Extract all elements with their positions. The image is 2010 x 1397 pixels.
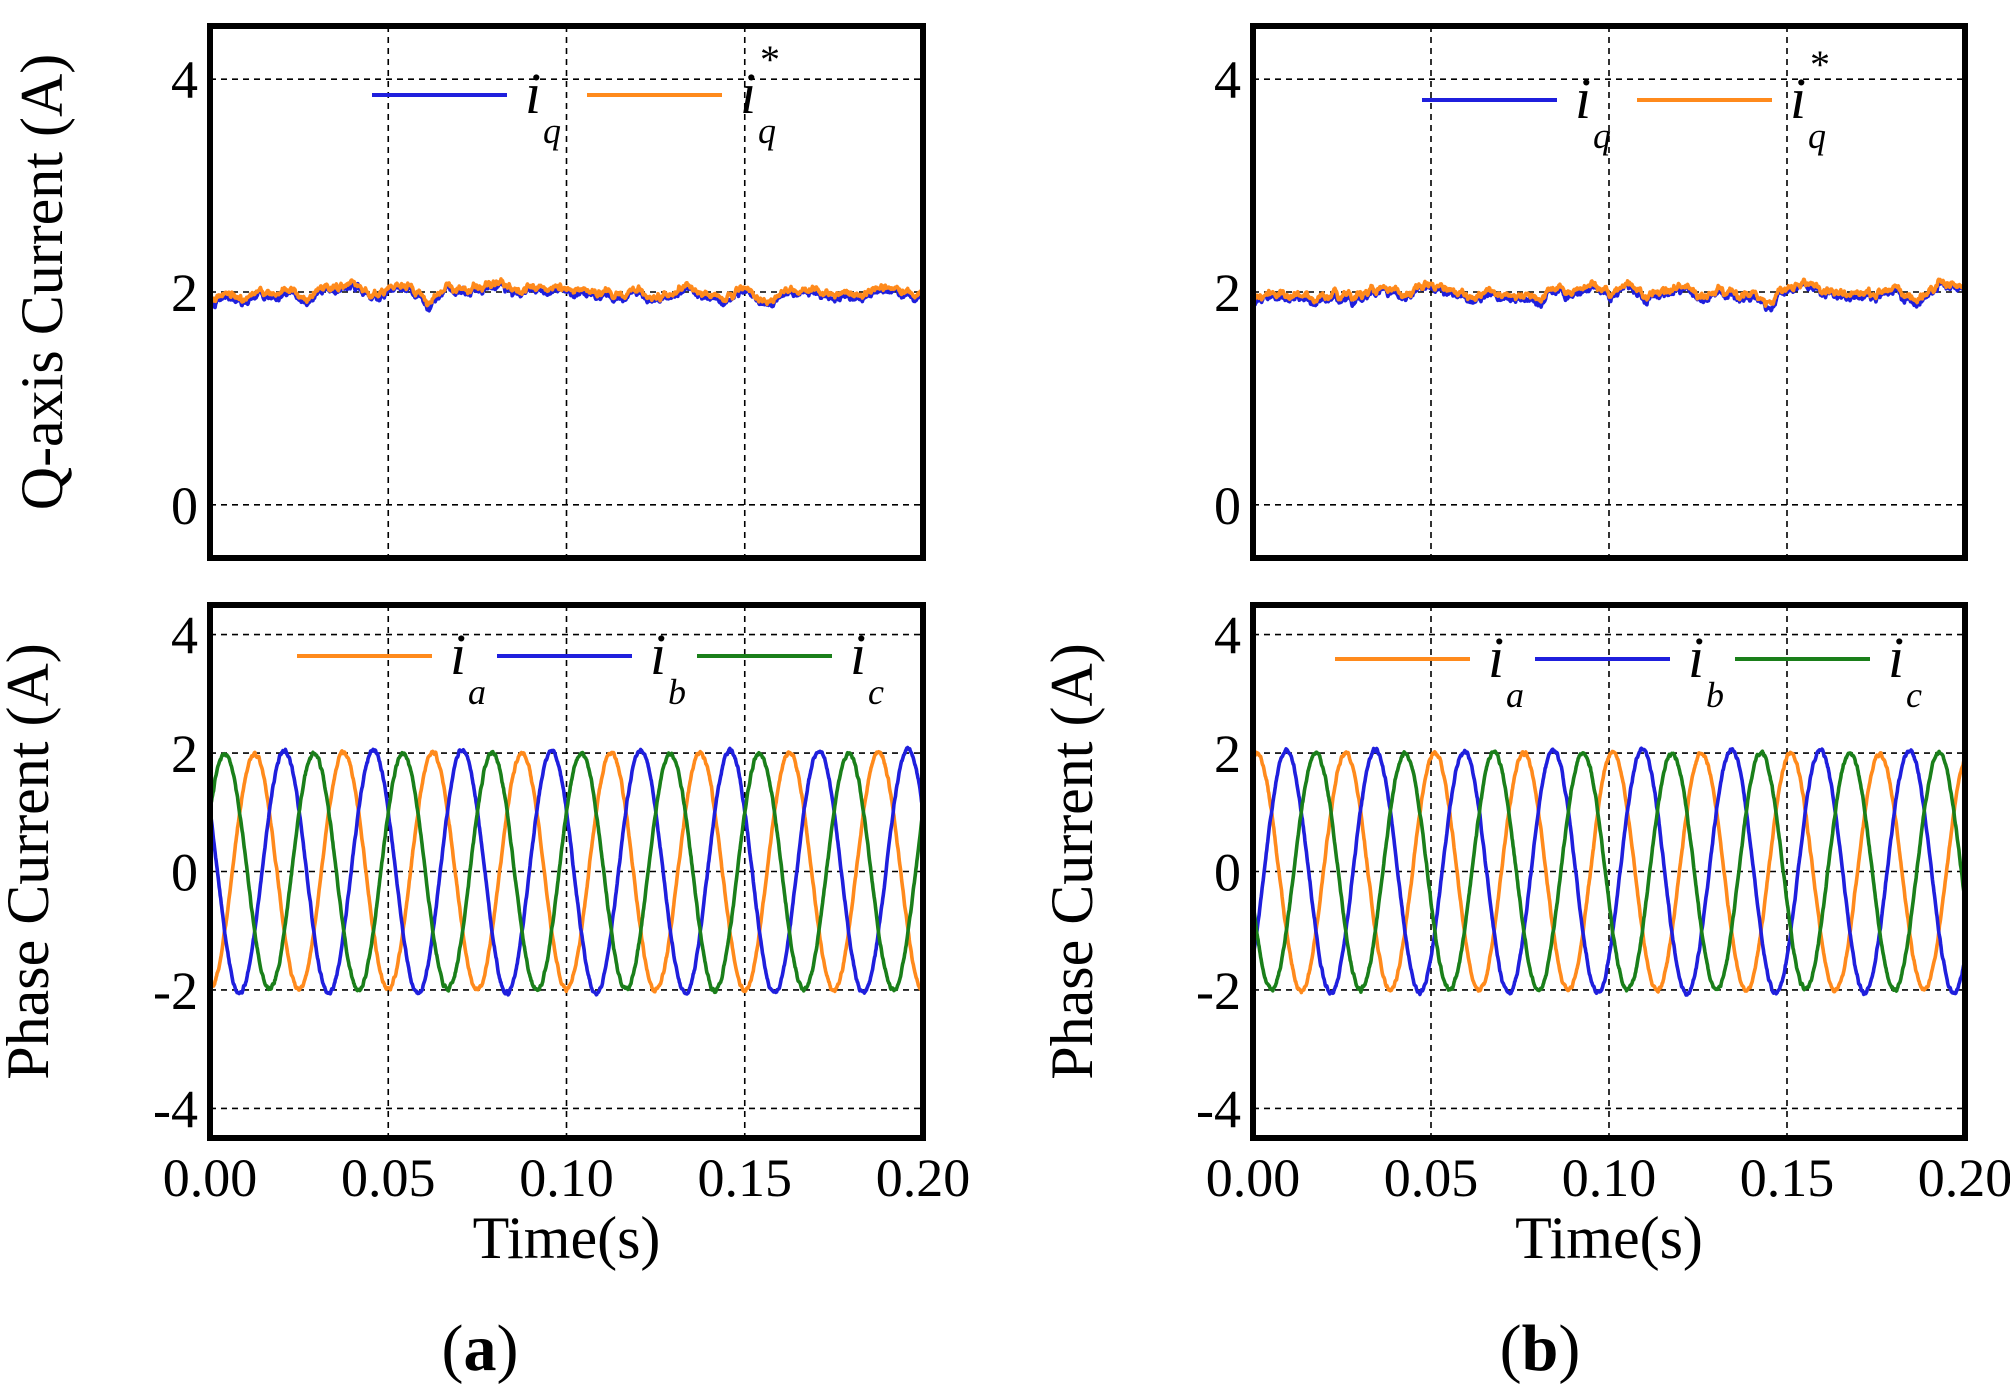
x-tick-label: 0.05 (341, 1148, 436, 1208)
legend-subscript: q (1593, 116, 1611, 156)
y-axis-label: Q-axis Current (A) (9, 54, 75, 511)
series-line-iq-ref (1253, 277, 1965, 308)
legend-symbol: i (650, 622, 666, 687)
legend-subscript: a (468, 672, 486, 712)
legend-symbol: i (1888, 625, 1904, 690)
x-tick-label: 0.20 (1918, 1148, 2010, 1208)
legend-symbol: i (1790, 66, 1806, 131)
x-tick-label: 0.05 (1384, 1148, 1479, 1208)
chart-a-bottom: -4 -2 0 2 4 0.00 0.05 0.10 0.15 0.20 Time(s) Phase … (0, 602, 971, 1271)
x-tick-label: 0.10 (1562, 1148, 1657, 1208)
legend-subscript: q (1808, 116, 1826, 156)
x-tick-label: 0.10 (519, 1148, 614, 1208)
series-line-ia (1253, 749, 1965, 995)
x-axis-label: Time(s) (473, 1205, 661, 1271)
y-tick-label: 4 (1214, 606, 1241, 666)
y-tick-label: -2 (1196, 961, 1241, 1021)
plot-frame (207, 23, 926, 561)
series-line-ib (1253, 746, 1965, 997)
panel-label-b: (b) (1500, 1312, 1581, 1385)
y-tick-label: 0 (1214, 476, 1241, 536)
plot-frame (207, 602, 926, 1141)
chart-b-bottom: -4 -2 0 2 4 0.00 0.05 0.10 0.15 0.20 Time(s) Phase … (1039, 602, 2010, 1271)
x-tick-label: 0.20 (876, 1148, 971, 1208)
y-tick-label: 0 (171, 476, 198, 536)
legend-symbol: i (450, 622, 466, 687)
y-tick-label: 4 (1214, 50, 1241, 110)
legend-subscript: a (1506, 675, 1524, 715)
legend-subscript: b (668, 672, 686, 712)
y-tick-label: 2 (1214, 724, 1241, 784)
x-axis-label: Time(s) (1515, 1205, 1703, 1271)
legend-subscript: c (1906, 675, 1922, 715)
y-tick-label: 2 (1214, 263, 1241, 323)
plot-frame (1250, 602, 1968, 1141)
y-tick-label: -2 (153, 961, 198, 1021)
legend-subscript: q (758, 111, 776, 151)
legend-symbol: i (1575, 66, 1591, 131)
legend-symbol: i (740, 61, 756, 126)
legend-symbol: i (1488, 625, 1504, 690)
series-line-iq-ref (210, 277, 923, 308)
legend-subscript: b (1706, 675, 1724, 715)
y-axis-label: Phase Current (A) (1039, 643, 1105, 1080)
x-tick-label: 0.00 (163, 1148, 258, 1208)
y-tick-label: 4 (171, 606, 198, 666)
plot-frame (1250, 23, 1968, 561)
y-tick-label: 2 (171, 263, 198, 323)
y-axis-label: Phase Current (A) (0, 643, 61, 1080)
series-line-ic (1253, 749, 1965, 994)
y-tick-label: 2 (171, 724, 198, 784)
y-tick-label: -4 (153, 1079, 198, 1139)
legend-superscript: * (1810, 42, 1830, 87)
legend-subscript: q (543, 111, 561, 151)
legend-symbol: i (525, 61, 541, 126)
x-tick-label: 0.15 (1740, 1148, 1835, 1208)
x-tick-label: 0.00 (1206, 1148, 1301, 1208)
legend-superscript: * (760, 37, 780, 82)
panel-label-a: (a) (442, 1312, 519, 1385)
x-tick-label: 0.15 (698, 1148, 793, 1208)
legend-symbol: i (1688, 625, 1704, 690)
y-tick-label: 4 (171, 50, 198, 110)
series-line-ic (210, 749, 923, 995)
y-tick-label: 0 (171, 843, 198, 903)
legend-symbol: i (850, 622, 866, 687)
legend-subscript: c (868, 672, 884, 712)
y-tick-label: -4 (1196, 1079, 1241, 1139)
y-tick-label: 0 (1214, 843, 1241, 903)
